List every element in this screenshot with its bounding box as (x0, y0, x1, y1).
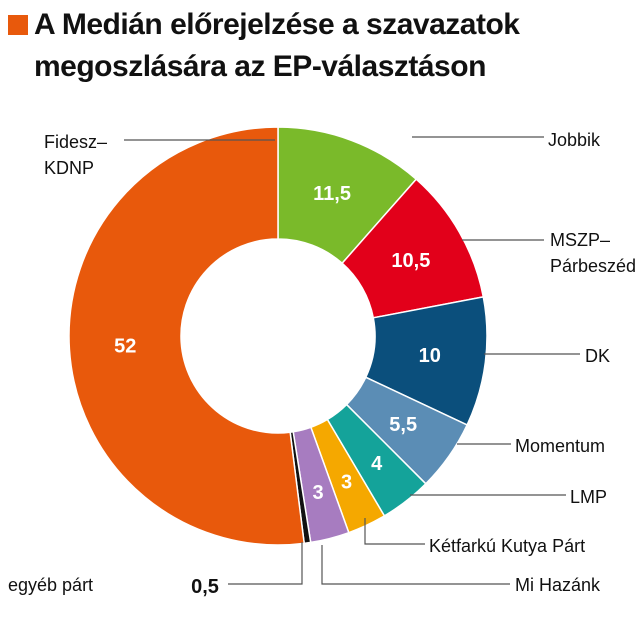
category-label-dk: DK (585, 346, 610, 366)
title-square-icon (8, 15, 28, 35)
leader-line-mi-hazank (321, 545, 510, 585)
chart-title: A Medián előrejelzése a szavazatok megos… (34, 8, 520, 83)
value-label-mi-hazank: 3 (312, 482, 323, 504)
leader-lines-layer (124, 136, 580, 585)
category-label-mi-hazank: Mi Hazánk (515, 575, 601, 595)
category-label-lmp: LMP (570, 487, 607, 507)
value-label-ketfarku-kutya-part: 3 (341, 472, 352, 494)
category-label-ketfarku-kutya-part: Kétfarkú Kutya Párt (429, 536, 585, 556)
value-label-mszp-parbeszed: 10,5 (391, 250, 430, 272)
category-label-mszp-parbeszed: MSZP– Párbeszéd (550, 230, 636, 276)
category-label-momentum: Momentum (515, 436, 605, 456)
value-label-egyeb-part: 0,5 (191, 576, 219, 598)
slice-fidesz-kdnp (68, 126, 306, 546)
value-label-jobbik: 11,5 (313, 183, 351, 205)
value-label-momentum: 5,5 (389, 414, 417, 436)
category-label-jobbik: Jobbik (548, 130, 601, 150)
value-label-fidesz-kdnp: 52 (114, 336, 136, 358)
leader-line-ketfarku-kutya-part (364, 518, 425, 545)
category-label-fidesz-kdnp: Fidesz– KDNP (44, 132, 107, 178)
slices-layer (68, 126, 488, 546)
value-label-lmp: 4 (371, 453, 383, 475)
chart-title-block: A Medián előrejelzése a szavazatok megos… (8, 4, 638, 88)
leader-line-egyeb-part (228, 542, 303, 585)
category-labels-layer: Jobbik MSZP– Párbeszéd DK Momentum LMP Kétfark… (8, 130, 636, 595)
category-label-egyeb-part: egyéb párt (8, 575, 93, 595)
value-label-dk: 10 (419, 345, 441, 367)
